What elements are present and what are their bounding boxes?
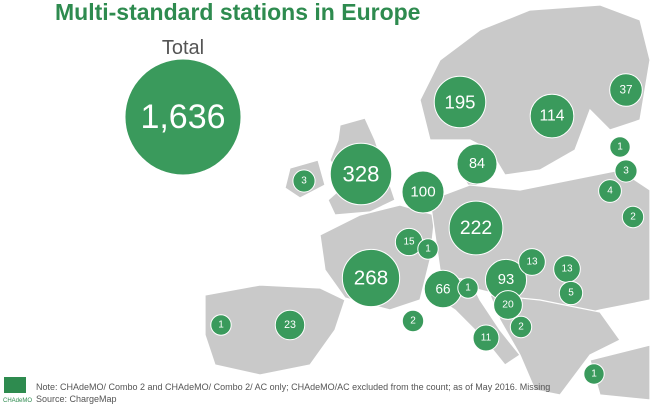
station-bubble: [292, 169, 316, 193]
station-bubble: [433, 75, 487, 129]
station-count: 20: [502, 300, 514, 311]
station-bubble: [210, 314, 232, 336]
station-count: 328: [343, 162, 380, 187]
station-count: 5: [568, 288, 574, 299]
station-count: 3: [301, 176, 307, 187]
station-bubble: [401, 170, 445, 214]
station-count: 114: [539, 108, 564, 125]
station-count: 100: [410, 184, 435, 201]
station-count: 195: [445, 92, 476, 113]
station-bubble: [598, 179, 622, 203]
station-bubble: [518, 248, 546, 276]
station-count: 2: [630, 212, 636, 223]
note: Note: CHAdeMO/ Combo 2 and CHAdeMO/ Comb…: [36, 382, 550, 392]
station-count: 4: [607, 186, 613, 197]
source: Source: ChargeMap: [36, 394, 117, 404]
station-bubble: [472, 324, 500, 352]
station-bubble: [493, 290, 523, 320]
station-bubble: [609, 136, 631, 158]
station-bubble: [614, 159, 638, 183]
total-bubble: [125, 59, 241, 175]
station-count: 1: [465, 283, 471, 294]
station-count: 84: [469, 156, 485, 172]
footer: CHAdeMO Note: CHAdeMO/ Combo 2 and CHAde…: [3, 377, 550, 404]
station-count: 268: [354, 267, 388, 290]
station-count: 3: [623, 166, 629, 177]
station-count: 1: [591, 369, 597, 380]
station-count: 2: [518, 322, 524, 333]
land: [419, 4, 650, 176]
station-count: 1: [218, 320, 224, 331]
station-bubble: [529, 93, 575, 139]
station-count: 11: [481, 333, 492, 344]
total-label: Total: [162, 37, 204, 59]
station-bubble: [329, 142, 393, 206]
station-bubble: [558, 280, 584, 306]
station-count: 13: [526, 257, 538, 268]
station-count: 1: [617, 142, 623, 153]
station-bubble: [401, 309, 425, 333]
station-bubble: [609, 73, 643, 107]
station-bubble: [456, 143, 498, 185]
station-count: 93: [498, 272, 514, 288]
station-bubble: [274, 309, 306, 341]
station-count: 37: [619, 84, 632, 97]
logo-text: CHAdeMO: [3, 398, 32, 404]
station-bubble: [417, 238, 439, 260]
station-bubble: [621, 205, 645, 229]
station-count: 222: [460, 217, 492, 239]
station-count: 66: [436, 282, 451, 297]
station-bubble: [341, 248, 401, 308]
land: [204, 284, 346, 376]
station-bubble: [448, 200, 504, 256]
station-bubble: [583, 363, 605, 385]
station-count: 23: [284, 319, 296, 331]
title: Multi-standard stations in Europe: [55, 0, 420, 25]
station-bubble: [509, 315, 533, 339]
logo-mark: [4, 377, 26, 393]
station-bubble: [457, 277, 479, 299]
total-value: 1,636: [140, 98, 225, 136]
station-count: 2: [410, 316, 416, 327]
station-count: 13: [561, 264, 573, 275]
station-count: 15: [403, 237, 415, 248]
station-count: 1: [425, 244, 431, 255]
